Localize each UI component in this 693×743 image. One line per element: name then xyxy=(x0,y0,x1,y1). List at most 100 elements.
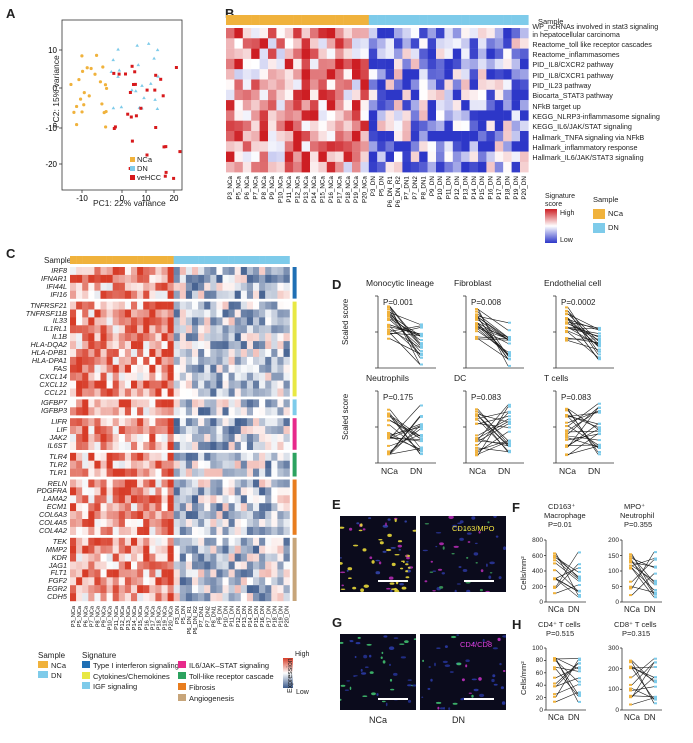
heat-cell xyxy=(118,561,126,570)
heat-cell xyxy=(352,28,361,39)
paired-line xyxy=(389,413,421,455)
heat-cell xyxy=(419,151,428,163)
heat-cell xyxy=(192,452,199,461)
heat-cell xyxy=(137,593,144,602)
heat-cell xyxy=(76,282,83,291)
point-vehcc xyxy=(139,106,143,110)
heat-cell xyxy=(82,460,89,469)
heat-cell xyxy=(112,511,119,520)
heat-cell xyxy=(88,569,95,578)
heat-cell xyxy=(486,38,495,49)
heat-cell xyxy=(326,89,336,101)
heat-cell xyxy=(253,537,260,546)
heat-cell xyxy=(198,309,205,318)
heat-cell xyxy=(276,100,285,111)
gene-label: LAMA2 xyxy=(43,494,67,504)
heat-cell xyxy=(335,100,344,111)
heat-cell xyxy=(106,333,113,342)
heat-cell xyxy=(173,495,180,504)
heat-cell xyxy=(112,309,119,318)
heat-cell xyxy=(192,468,199,477)
heat-cell xyxy=(88,388,95,397)
heat-cell xyxy=(226,69,235,80)
heat-cell xyxy=(222,526,229,535)
heat-cell xyxy=(271,317,278,326)
heat-cell xyxy=(377,58,386,70)
signature-bar xyxy=(292,452,297,477)
column-label: P14_NCa xyxy=(311,176,318,203)
g-label-dn: DN xyxy=(452,715,465,725)
paired-line xyxy=(477,416,509,425)
heat-cell xyxy=(167,426,174,435)
heat-cell xyxy=(478,89,487,101)
heat-cell xyxy=(222,495,229,504)
cell xyxy=(394,554,400,556)
heat-cell xyxy=(131,577,138,586)
cell xyxy=(474,542,478,545)
heat-cell xyxy=(88,487,95,496)
heat-cell xyxy=(310,28,319,39)
heat-cell xyxy=(149,593,156,602)
heat-cell xyxy=(216,495,223,504)
heat-cell xyxy=(216,577,223,586)
heat-cell xyxy=(246,267,254,276)
heat-cell xyxy=(167,407,174,416)
cell xyxy=(432,590,436,592)
cell xyxy=(450,635,457,639)
signature-bar xyxy=(292,418,297,450)
heat-cell xyxy=(118,356,126,365)
heat-cell xyxy=(149,418,156,427)
heat-cell xyxy=(143,399,150,408)
heat-cell xyxy=(234,418,241,427)
scale-bar xyxy=(464,580,494,582)
sample-bar-cell xyxy=(179,256,187,264)
paired-line xyxy=(567,425,599,445)
heat-cell xyxy=(277,372,284,381)
column-label: P12_NCa xyxy=(294,176,301,203)
heat-cell xyxy=(246,569,254,578)
heat-cell xyxy=(326,38,336,49)
p-value: P=0.008 xyxy=(471,298,502,307)
heat-cell xyxy=(228,309,235,318)
heat-cell xyxy=(137,290,144,299)
heat-cell xyxy=(222,372,229,381)
cell xyxy=(462,569,468,572)
sample-bar-cell xyxy=(436,15,445,25)
paired-line xyxy=(477,415,509,447)
heat-cell xyxy=(265,468,272,477)
paired-line xyxy=(477,328,509,356)
heat-cell xyxy=(204,426,211,435)
heat-cell xyxy=(137,356,144,365)
heat-cell xyxy=(100,468,107,477)
heat-cell xyxy=(82,511,89,520)
point-nca xyxy=(80,54,84,58)
cell xyxy=(492,674,496,678)
heat-cell xyxy=(94,460,101,469)
heat-cell xyxy=(234,161,243,173)
legend-label: Fibrosis xyxy=(189,683,216,692)
heat-cell xyxy=(240,388,248,397)
heat-cell xyxy=(246,441,254,450)
heat-cell xyxy=(124,274,132,283)
heat-cell xyxy=(228,511,235,520)
point-dn xyxy=(152,56,156,60)
sample-legend-title: Sample xyxy=(593,195,619,204)
heat-cell xyxy=(242,151,252,163)
heat-cell xyxy=(185,418,193,427)
cell xyxy=(344,689,349,691)
paired-line xyxy=(477,314,509,338)
paired-line xyxy=(389,326,421,335)
heat-cell xyxy=(265,526,272,535)
plot-title: T cells xyxy=(544,373,569,383)
heat-cell xyxy=(143,585,150,594)
cell xyxy=(475,562,478,564)
sample-bar-cell xyxy=(377,15,386,25)
heat-cell xyxy=(118,309,126,318)
pathway-label: Hallmark_inflammatory response xyxy=(532,142,638,152)
heat-cell xyxy=(228,380,235,389)
heat-cell xyxy=(283,364,290,373)
heat-cell xyxy=(82,372,89,381)
heat-cell xyxy=(276,131,285,142)
heat-cell xyxy=(410,58,420,70)
heat-cell xyxy=(143,282,150,291)
